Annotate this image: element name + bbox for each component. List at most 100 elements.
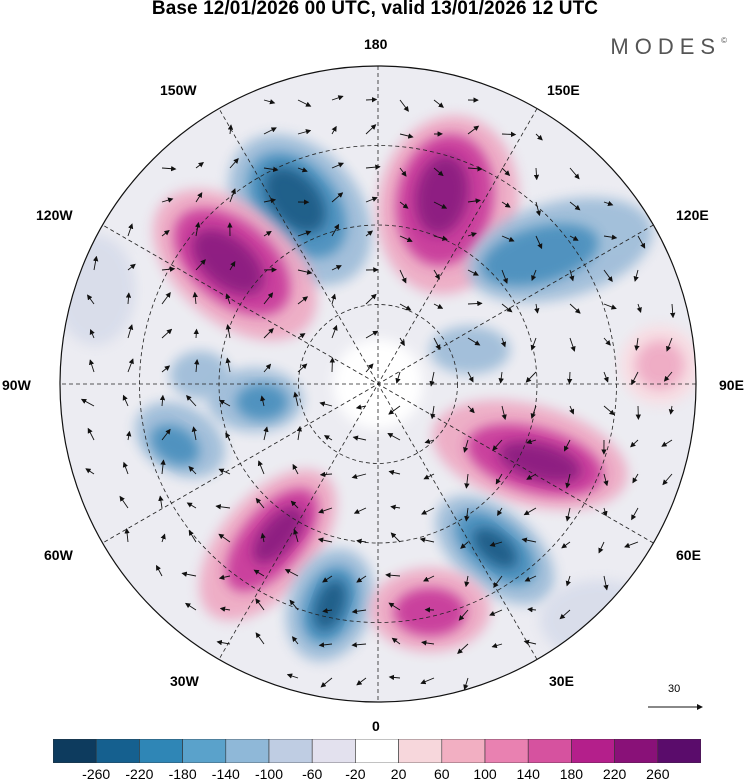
wind-vector	[161, 328, 173, 339]
wind-vector	[255, 497, 265, 509]
wind-vector	[433, 269, 440, 280]
wind-vector	[498, 371, 504, 384]
copyright-mark: ©	[721, 36, 727, 45]
lon-label-120e: 120E	[676, 207, 709, 223]
wind-vector	[598, 541, 605, 554]
wind-vector	[464, 507, 470, 522]
colorbar-tick-label: -180	[168, 766, 197, 782]
wind-vector	[297, 333, 306, 339]
wind-vector	[263, 292, 274, 305]
wind-vector	[319, 471, 333, 478]
wind-vector	[489, 541, 503, 547]
wind-vector	[215, 504, 231, 510]
wind-vector	[225, 357, 231, 373]
wind-vector	[351, 642, 367, 648]
wind-vector	[387, 433, 401, 441]
wind-vector	[467, 269, 479, 276]
wind-vector	[501, 167, 511, 177]
wind-vector	[463, 439, 469, 453]
wind-vector	[161, 365, 171, 373]
wind-vector	[297, 167, 308, 173]
wind-vector	[297, 296, 309, 305]
wind-vector	[125, 292, 132, 305]
wind-vector	[569, 201, 581, 211]
wind-vector	[561, 541, 571, 549]
wind-vector	[161, 165, 177, 172]
wind-vector	[497, 507, 503, 517]
wind-vector	[319, 401, 333, 407]
wind-vector	[318, 507, 333, 514]
wind-vector	[535, 133, 543, 141]
wind-vector	[331, 125, 337, 135]
wind-vector	[87, 294, 95, 305]
colorbar-tick-label: 180	[559, 766, 584, 782]
wind-vector	[565, 575, 571, 587]
wind-vector	[263, 328, 274, 339]
colorbar-swatch	[95, 739, 140, 763]
wind-vector	[218, 533, 231, 543]
wind-vector	[663, 371, 673, 382]
wind-vector	[525, 371, 537, 383]
wind-vector	[569, 405, 575, 415]
wind-vector	[124, 528, 130, 543]
lon-label-90e: 90E	[719, 377, 744, 393]
wind-vector	[331, 95, 344, 101]
colorbar-tick-label: -260	[82, 766, 111, 782]
wind-vector	[161, 229, 170, 237]
wind-vector	[631, 507, 639, 521]
wind-vector	[322, 575, 333, 583]
wind-vector	[531, 269, 537, 282]
wind-vector	[566, 371, 573, 385]
wind-vector	[534, 303, 540, 314]
wind-vector	[569, 303, 581, 314]
wind-vector	[399, 269, 407, 284]
wind-vector	[632, 473, 639, 484]
wind-vector	[293, 391, 299, 407]
wind-vector	[530, 405, 537, 419]
wind-vector	[521, 537, 537, 543]
colorbar-swatch	[398, 739, 443, 763]
wind-vector	[225, 432, 231, 441]
wind-vector	[297, 99, 312, 107]
wind-vector	[565, 473, 571, 489]
lon-label-60e: 60E	[676, 547, 701, 563]
wind-vector	[388, 602, 401, 611]
wind-vector	[603, 371, 609, 383]
wind-vector	[127, 358, 134, 373]
wind-vector	[634, 337, 640, 351]
colorbar-swatch	[182, 739, 227, 763]
wind-vector	[464, 575, 470, 588]
wind-vector	[421, 507, 435, 515]
wind-vector	[323, 435, 333, 441]
wind-vector	[569, 269, 575, 282]
wind-vector	[390, 504, 401, 510]
colorbar-tick-label: -100	[254, 766, 284, 782]
wind-vector	[535, 235, 543, 250]
wind-vector	[158, 495, 164, 509]
wind-vector	[292, 463, 299, 475]
wind-vector	[185, 602, 197, 611]
wind-vector	[365, 293, 377, 305]
wind-vector	[289, 599, 299, 611]
wind-vector	[331, 324, 338, 339]
wind-vector	[89, 328, 95, 339]
wind-vector	[286, 673, 299, 679]
wind-vector	[297, 230, 312, 237]
wind-vector	[668, 405, 675, 415]
colorbar-swatch	[53, 739, 97, 763]
wind-vector	[399, 303, 412, 311]
wind-vector	[603, 337, 611, 346]
wind-vector	[491, 642, 503, 649]
wind-vector	[156, 564, 163, 577]
colorbar-swatch	[225, 739, 270, 763]
wind-vector	[218, 574, 231, 580]
wind-vector	[385, 572, 401, 578]
wind-vector	[80, 398, 95, 407]
wind-vector	[191, 426, 198, 441]
wind-vector	[467, 405, 475, 414]
colorbar-tick-label: 260	[646, 766, 670, 782]
wind-vector	[92, 255, 99, 271]
wind-vector	[297, 269, 313, 275]
wind-vector	[602, 507, 608, 517]
